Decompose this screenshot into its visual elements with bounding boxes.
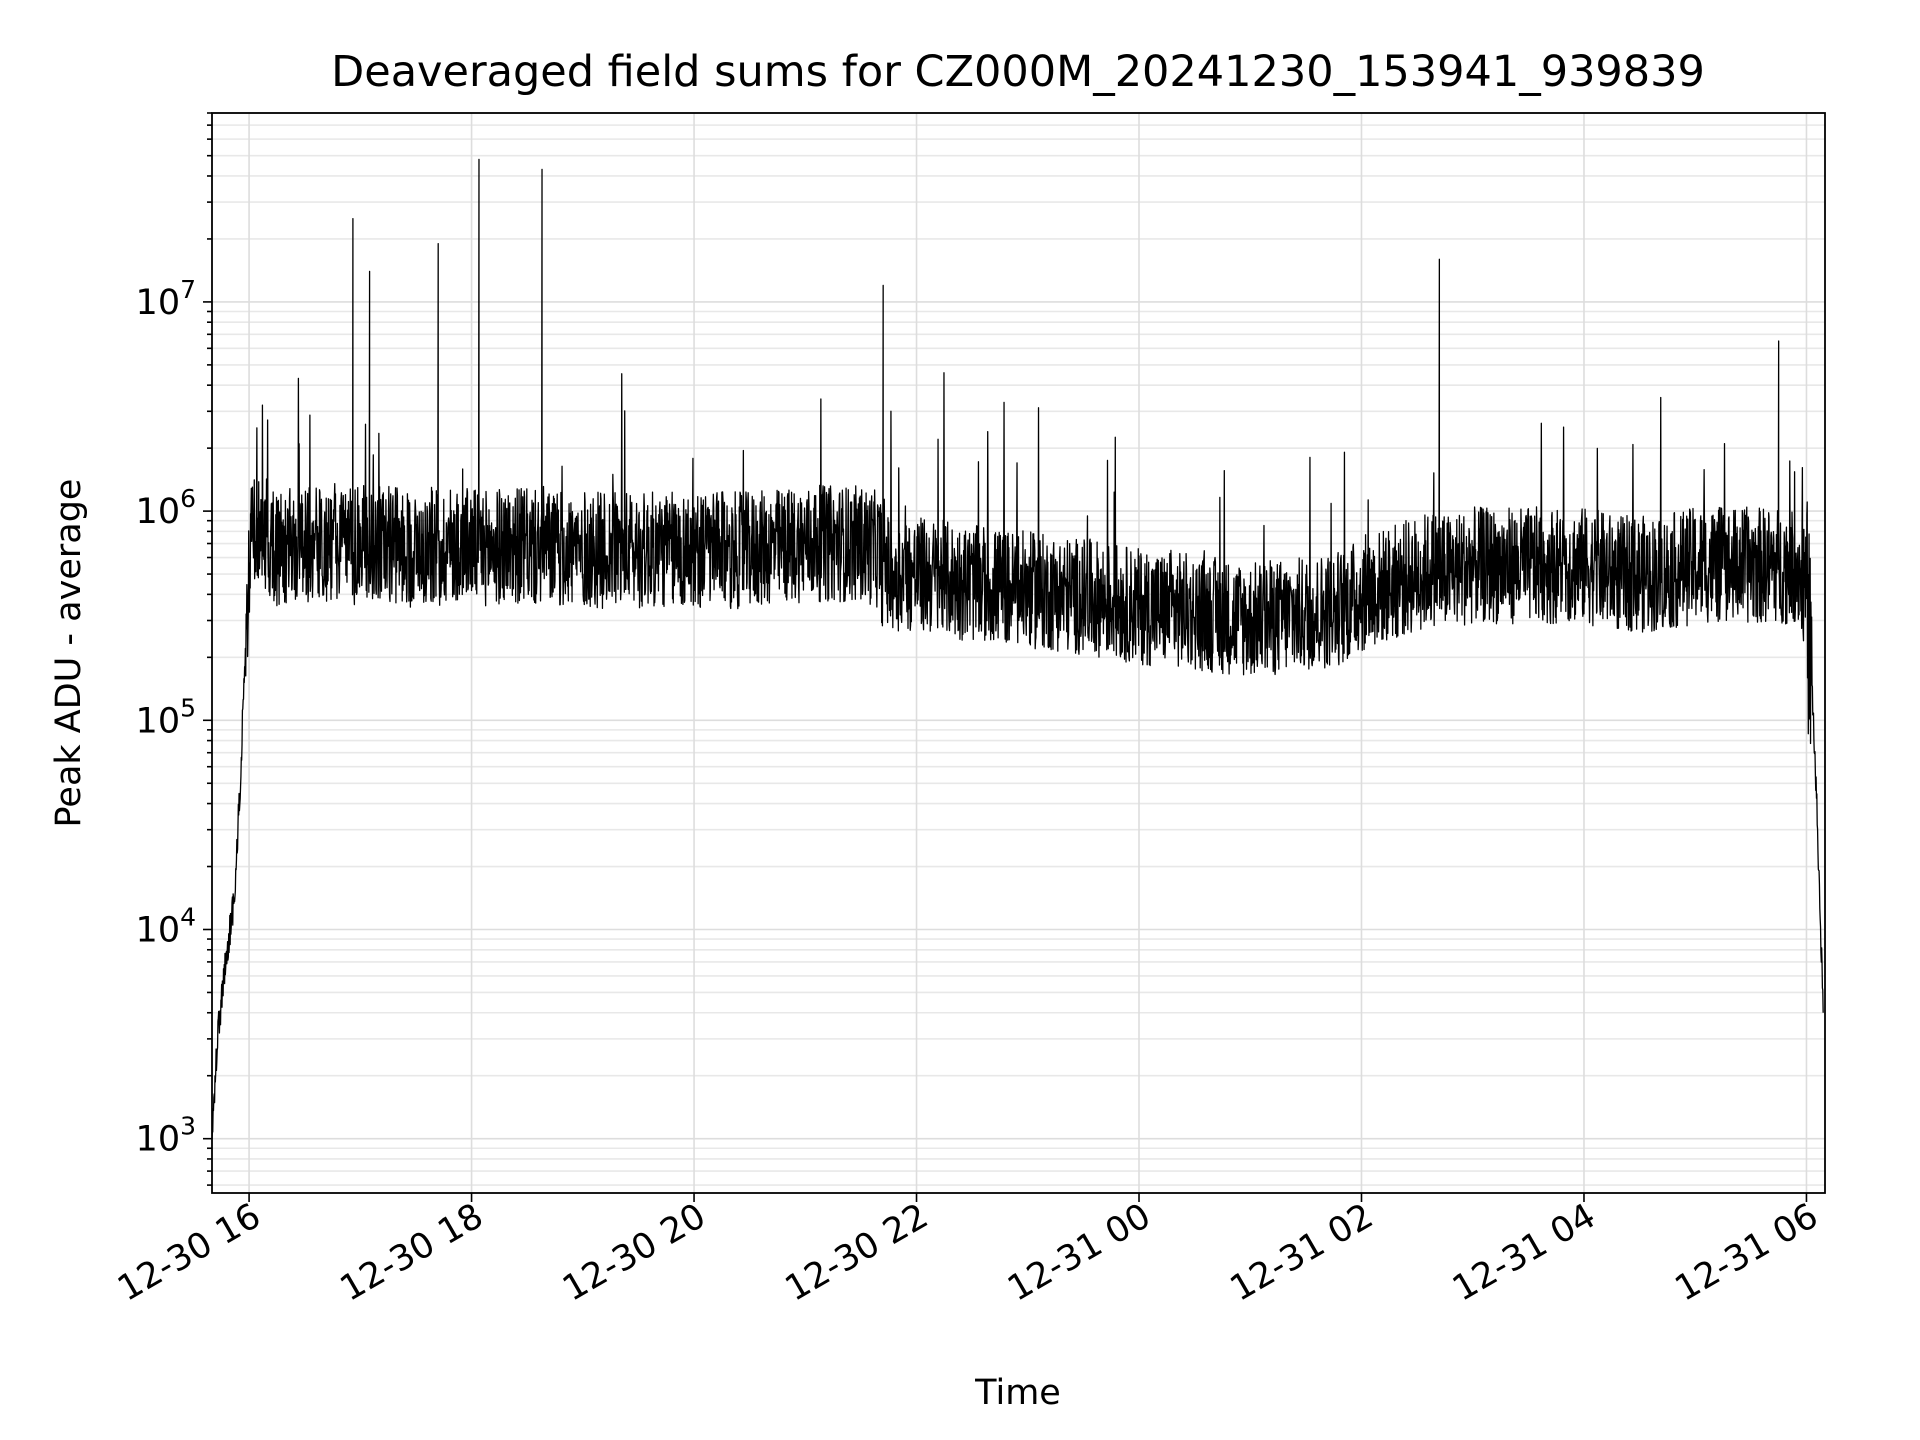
chart-title: Deaveraged field sums for CZ000M_2024123… xyxy=(331,47,1705,97)
y-tick-label: 105 xyxy=(136,693,196,741)
x-tick-label: 12-30 22 xyxy=(779,1196,935,1309)
x-tick-label: 12-31 00 xyxy=(1001,1196,1157,1309)
x-tick-label: 12-30 18 xyxy=(334,1196,490,1309)
plot-frame xyxy=(211,112,1826,1194)
x-tick-label: 12-31 04 xyxy=(1446,1196,1602,1309)
x-tick-label: 12-31 02 xyxy=(1224,1196,1380,1309)
grid-layer xyxy=(212,112,1825,1193)
y-tick-label: 106 xyxy=(136,484,196,532)
series-line xyxy=(211,158,1824,1140)
x-tick-labels: 12-30 16 12-30 18 12-30 20 12-30 22 12-31 00… xyxy=(111,1196,1825,1309)
y-tick-label: 103 xyxy=(136,1112,196,1160)
x-tick-label: 12-30 20 xyxy=(556,1196,712,1309)
x-tick-label: 12-30 16 xyxy=(111,1196,267,1309)
series-layer xyxy=(211,158,1824,1140)
y-tick-labels: 103 104 105 106 107 xyxy=(136,275,196,1160)
y-tick-label: 107 xyxy=(136,275,196,323)
ticks-layer xyxy=(203,112,1808,1202)
y-axis-label: Peak ADU - average xyxy=(49,479,89,828)
x-tick-label: 12-31 06 xyxy=(1669,1196,1825,1309)
x-axis-label: Time xyxy=(974,1373,1061,1413)
y-tick-label: 104 xyxy=(136,902,196,950)
